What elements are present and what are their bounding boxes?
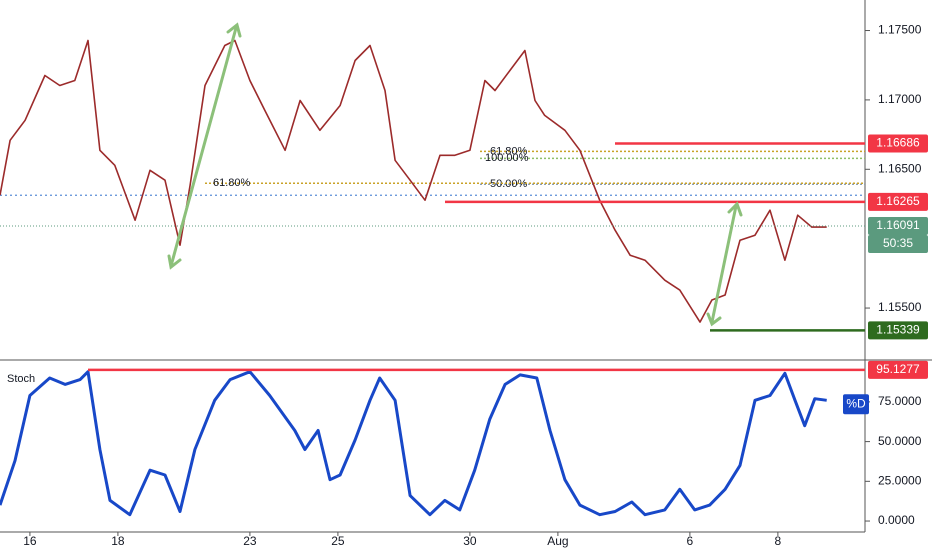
countdown-tag (868, 235, 928, 254)
x-tick-label: 25 (331, 534, 345, 548)
arrow (169, 26, 238, 268)
level-tag (868, 192, 928, 211)
arrow-head (706, 312, 722, 327)
level-tag (868, 360, 928, 379)
marks: 61.80%100.00%50.00%61.80% (0, 39, 865, 517)
arrows (167, 22, 743, 327)
fib-label: 61.80% (213, 177, 251, 189)
level-label: 95.1277 (876, 362, 920, 376)
fib-label: 50.00% (490, 178, 528, 190)
arrow-head (226, 22, 242, 38)
series-line (0, 370, 827, 517)
y-tick-label: 1.15500 (878, 300, 922, 314)
stoch-title: Stoch (7, 373, 35, 385)
level-tag (868, 134, 928, 153)
y-tick-label: 0.0000 (878, 513, 915, 527)
series-line (0, 39, 827, 323)
x-tick-label: Aug (547, 534, 568, 548)
level-label: 1.16686 (876, 136, 920, 150)
y-tick-label: 1.17000 (878, 92, 922, 106)
y-tick-label: 1.16500 (878, 161, 922, 175)
level-tag (868, 321, 928, 340)
legend-label: %D (846, 396, 866, 410)
x-tick-label: 16 (23, 534, 37, 548)
x-tick-label: 6 (687, 534, 694, 548)
level-tag (868, 217, 928, 236)
countdown: 50:35 (883, 236, 913, 250)
x-tick-label: 30 (463, 534, 477, 548)
x-tick-label: 23 (243, 534, 257, 548)
level-label: 1.15339 (876, 323, 920, 337)
arrow-head (727, 201, 743, 217)
arrow-head (167, 254, 182, 270)
arrow (710, 204, 738, 324)
x-tick-label: 8 (775, 534, 782, 548)
level-label: 1.16265 (876, 194, 920, 208)
fib-label: 61.80% (490, 145, 528, 157)
y-tick-label: 50.0000 (878, 434, 922, 448)
level-label: 1.16091 (876, 218, 920, 232)
y-tick-label: 25.0000 (878, 473, 922, 487)
legend-tag (843, 394, 869, 415)
y-tick-label: 1.17500 (878, 23, 922, 37)
fib-label: 100.00% (485, 152, 529, 164)
x-tick-label: 18 (111, 534, 125, 548)
y-tick-label: 75.0000 (878, 394, 922, 408)
